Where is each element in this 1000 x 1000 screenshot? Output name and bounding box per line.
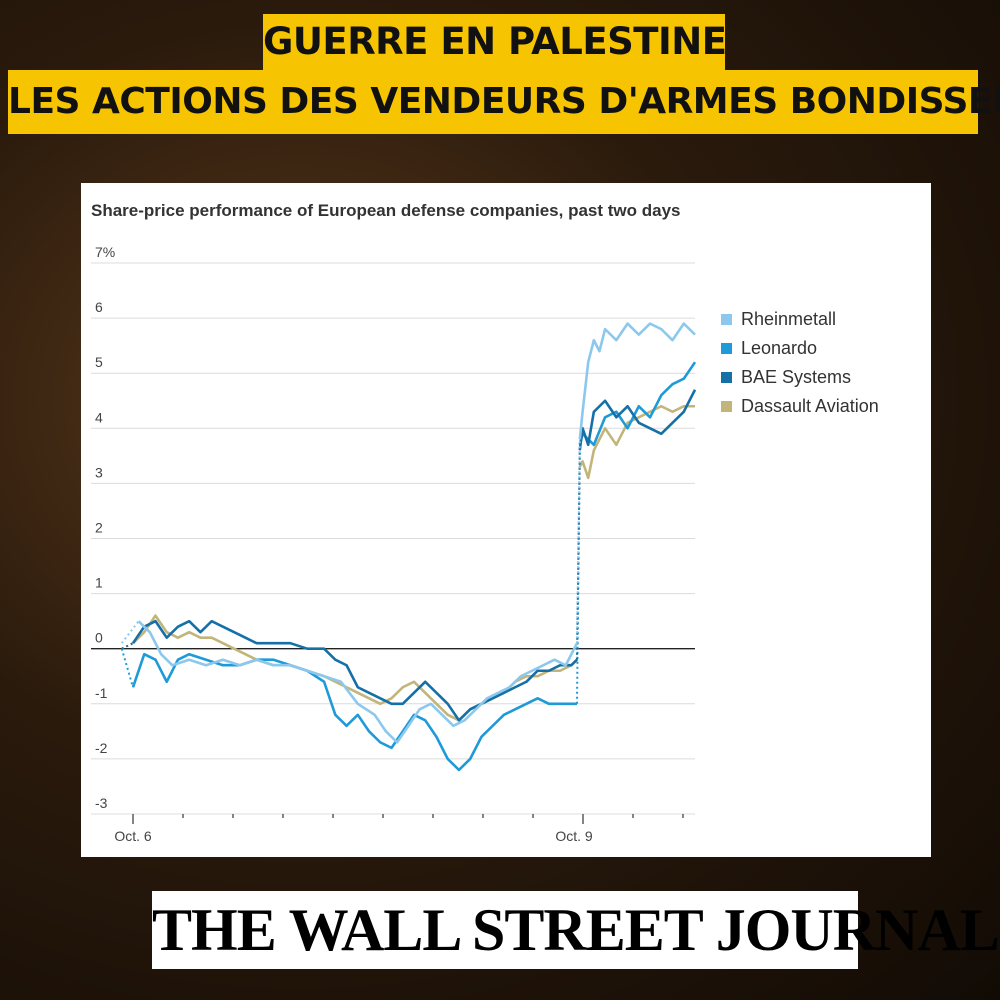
series-line-leonardo [578,361,697,447]
x-tick-label: Oct. 9 [555,828,593,844]
series-line-rheinmetall [137,620,579,744]
series-connector-dotted [121,642,134,650]
legend-label: Leonardo [741,338,817,358]
line-chart: Share-price performance of European defe… [91,201,879,844]
x-axis: Oct. 6 Oct. 9 [114,814,684,844]
y-tick-label: 6 [95,299,103,315]
chart-gridlines [91,262,695,815]
series-line-leonardo [131,652,577,772]
headline-line-2: LES ACTIONS DES VENDEURS D'ARMES BONDISS… [8,70,1000,134]
y-tick-label: 0 [95,630,103,646]
y-tick-label: 7% [95,244,115,260]
series-line-bae-systems [131,619,578,722]
series-connector-dotted [120,648,134,688]
chart-legend: Rheinmetall Leonardo BAE Systems Dassault A… [721,309,879,416]
y-tick-label: 2 [95,520,103,536]
y-tick-label: 1 [95,575,103,591]
legend-label: Rheinmetall [741,309,836,329]
legend-swatch [721,314,732,325]
wsj-logo: THE WALL STREET JOURNAL. [152,891,1000,969]
series-connector-dotted [575,439,581,644]
y-tick-label: -2 [95,740,108,756]
legend-swatch [721,343,732,354]
series-line-dassault-aviation [578,404,695,480]
x-tick-label: Oct. 6 [114,828,152,844]
y-tick-label: 5 [95,354,103,370]
legend-swatch [721,372,732,383]
chart-panel: Share-price performance of European defe… [81,183,931,857]
y-tick-label: -3 [95,795,108,811]
series-line-rheinmetall [578,322,696,440]
series-line-bae-systems [578,389,697,451]
chart-series-lines [120,322,697,772]
legend-label: Dassault Aviation [741,396,879,416]
y-tick-label: 4 [95,409,103,425]
y-axis-labels: -3 -2 -1 0 1 2 3 4 5 6 7% [95,244,115,811]
y-tick-label: 3 [95,464,103,480]
y-tick-label: -1 [95,685,108,701]
chart-title: Share-price performance of European defe… [91,201,681,220]
legend-swatch [721,401,732,412]
headline-line-1: GUERRE EN PALESTINE [263,14,727,70]
legend-label: BAE Systems [741,367,851,387]
